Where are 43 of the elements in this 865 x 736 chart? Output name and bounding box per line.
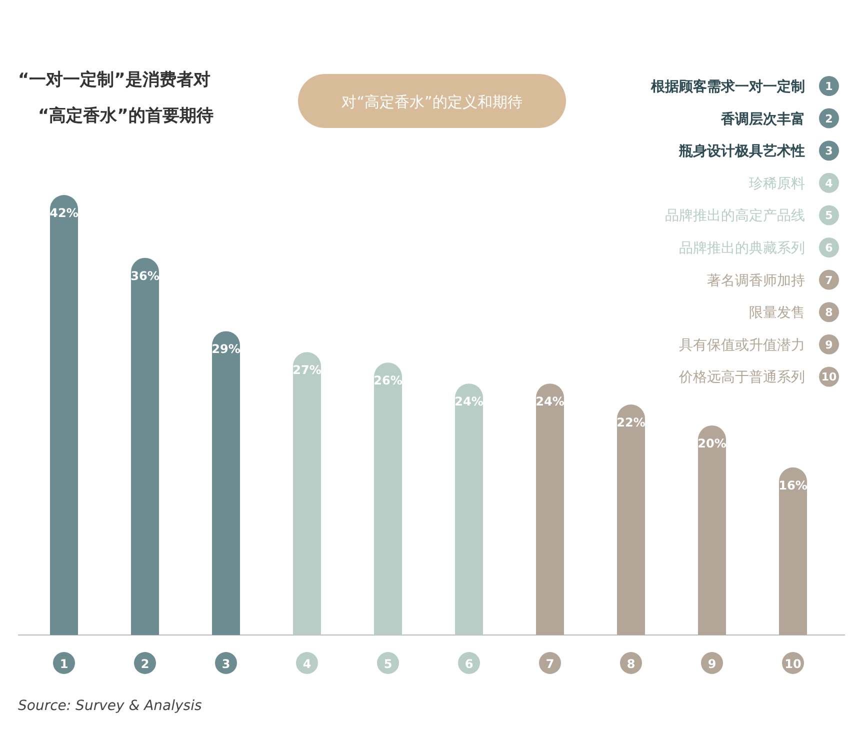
x-tick-label: 10	[784, 657, 802, 671]
data-label: 24%	[536, 394, 564, 409]
chart-subtitle: 对“高定香水”的定义和期待	[342, 93, 522, 111]
chart-title: “一对一定制”是消费者对“高定香水”的首要期待	[18, 70, 214, 126]
annotation: 具有保值或升值潜力	[679, 337, 805, 354]
data-label: 22%	[616, 416, 646, 430]
category-label: 6	[825, 242, 833, 254]
x-tick-label: 3	[222, 657, 230, 671]
text: 香调层次丰富	[720, 110, 805, 128]
text: 根据顾客需求一对一定制	[650, 78, 805, 95]
category-label: 5	[825, 209, 833, 222]
x-tick-label: 5	[384, 657, 392, 671]
annotation: 著名调香师加持	[707, 272, 805, 289]
data-label: 26%	[374, 374, 402, 388]
x-tick-label: 4	[302, 657, 312, 671]
category-label: 4	[825, 176, 833, 190]
data-label: 36%	[130, 268, 160, 283]
x-tick-label: 8	[626, 657, 636, 671]
data-label: 20%	[698, 436, 726, 450]
annotation: 价格远高于普通系列	[678, 368, 805, 386]
x-tick-label: 9	[708, 657, 716, 671]
category-label: 10	[821, 370, 837, 384]
x-tick-label: 6	[464, 657, 474, 671]
category-label: 3	[825, 144, 833, 158]
data-label: 27%	[292, 363, 322, 378]
annotation: 品牌推出的高定产品线	[665, 208, 805, 224]
category-label: 9	[825, 338, 833, 352]
text: 瓶身设计极具艺术性	[678, 144, 805, 160]
data-label: 24%	[454, 394, 484, 409]
data-label: 42%	[50, 206, 78, 220]
category-label: 2	[825, 112, 833, 126]
data-label: 16%	[778, 478, 808, 492]
source-note: Source: Survey & Analysis	[18, 698, 202, 714]
category-label: 8	[825, 306, 833, 320]
annotation: 品牌推出的典藏系列	[679, 240, 805, 256]
annotation: 限量发售	[749, 305, 805, 322]
category-label: 7	[825, 274, 833, 287]
x-tick-label: 2	[140, 657, 150, 671]
x-tick-label: 1	[60, 657, 68, 671]
text: 珍稀原料	[749, 176, 805, 192]
data-label: 29%	[212, 342, 240, 356]
category-label: 1	[825, 80, 833, 93]
x-tick-label: 7	[546, 657, 554, 671]
